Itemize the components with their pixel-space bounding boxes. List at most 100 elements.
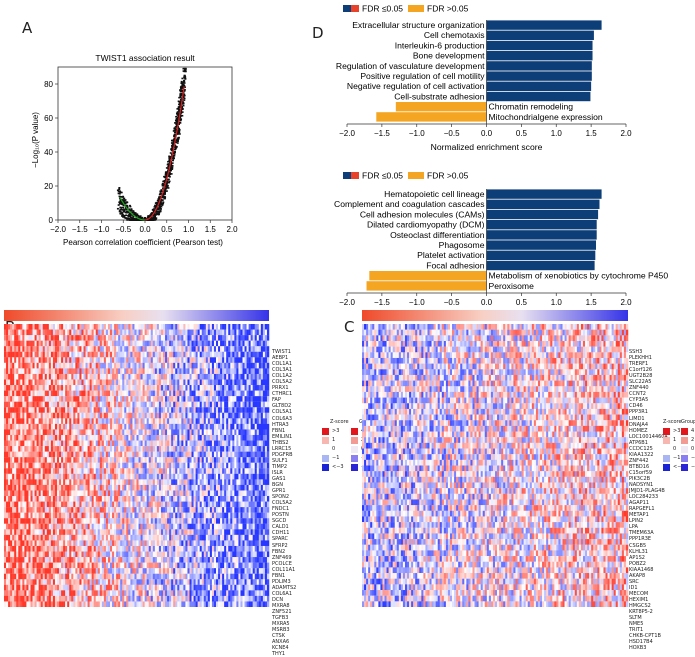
volcano-point [137,215,139,217]
heatmap-cell [151,601,153,607]
heatmap-cell [137,507,139,513]
heatmap-cell [61,502,63,508]
heatmap-cell [128,368,130,374]
heatmap-cell [84,446,86,452]
heatmap-cell [143,424,145,430]
volcano-point [127,215,129,217]
heatmap-cell [43,546,45,552]
heatmap-cell [110,557,112,563]
heatmap-cell [84,457,86,463]
legend-fdr-ns: FDR >0.05 [427,4,469,14]
heatmap-cell [16,507,18,513]
heatmap-cell [4,502,6,508]
heatmap-cell [45,335,47,341]
heatmap-cell [53,429,55,435]
heatmap-cell [12,396,14,402]
heatmap-cell [159,596,161,602]
heatmap-cell [8,330,10,336]
heatmap-cell [110,402,112,408]
heatmap-cell [14,391,16,397]
heatmap-cell [69,596,71,602]
heatmap-cell [147,485,149,491]
heatmap-cell [155,407,157,413]
heatmap-cell [108,330,110,336]
heatmap-cell [49,585,51,591]
heatmap-cell [59,546,61,552]
heatmap-cell [18,324,20,330]
enrichment-bar-label: Dilated cardiomyopathy (DCM) [367,220,485,230]
heatmap-cell [100,502,102,508]
heatmap-cell [134,540,136,546]
heatmap-cell [116,457,118,463]
heatmap-cell [94,585,96,591]
heatmap-cell [53,585,55,591]
heatmap-cell [28,446,30,452]
heatmap-cell [69,368,71,374]
heatmap-cell [112,441,114,447]
heatmap-cell [114,402,116,408]
heatmap-cell [47,463,49,469]
heatmap-cell [49,474,51,480]
heatmap-cell [92,479,94,485]
heatmap-cell [88,585,90,591]
heatmap-cell [90,590,92,596]
heatmap-cell [6,330,8,336]
heatmap-cell [28,518,30,524]
heatmap-cell [67,429,69,435]
volcano-point [166,190,168,192]
heatmap-cell [90,402,92,408]
heatmap-cell [96,385,98,391]
heatmap-cell [122,601,124,607]
heatmap-cell [41,441,43,447]
heatmap-cell [153,441,155,447]
heatmap-cell [132,407,134,413]
heatmap-cell [24,385,26,391]
heatmap-cell [100,463,102,469]
heatmap-cell [75,518,77,524]
heatmap-cell [35,363,37,369]
heatmap-cell [22,563,24,569]
heatmap-cell [47,446,49,452]
heatmap-cell [69,418,71,424]
heatmap-cell [79,407,81,413]
heatmap-cell [151,540,153,546]
heatmap-cell [134,474,136,480]
heatmap-cell [116,396,118,402]
heatmap-cell [137,596,139,602]
heatmap-cell [26,396,28,402]
heatmap-cell [43,418,45,424]
heatmap-cell [114,557,116,563]
heatmap-cell [161,452,163,458]
heatmap-cell [45,374,47,380]
heatmap-cell [14,496,16,502]
heatmap-cell [77,540,79,546]
heatmap-cell [116,363,118,369]
heatmap-cell [61,524,63,530]
heatmap-cell [31,463,33,469]
heatmap-cell [159,568,161,574]
heatmap-cell [49,468,51,474]
heatmap-cell [75,441,77,447]
heatmap-cell [157,457,159,463]
heatmap-cell [65,474,67,480]
heatmap-cell [126,557,128,563]
heatmap-cell [116,546,118,552]
heatmap-cell [94,396,96,402]
heatmap-cell [108,396,110,402]
heatmap-cell [45,485,47,491]
heatmap-cell [130,391,132,397]
enrichment-bar-label: Cell adhesion molecules (CAMs) [360,209,485,219]
heatmap-cell [69,502,71,508]
heatmap-cell [14,346,16,352]
heatmap-cell [59,463,61,469]
heatmap-cell [4,535,6,541]
heatmap-cell [4,518,6,524]
heatmap-cell [106,441,108,447]
heatmap-cell [98,540,100,546]
heatmap-cell [12,535,14,541]
heatmap-cell [20,396,22,402]
heatmap-cell [14,579,16,585]
heatmap-cell [61,441,63,447]
heatmap-cell [8,374,10,380]
heatmap-cell [114,424,116,430]
